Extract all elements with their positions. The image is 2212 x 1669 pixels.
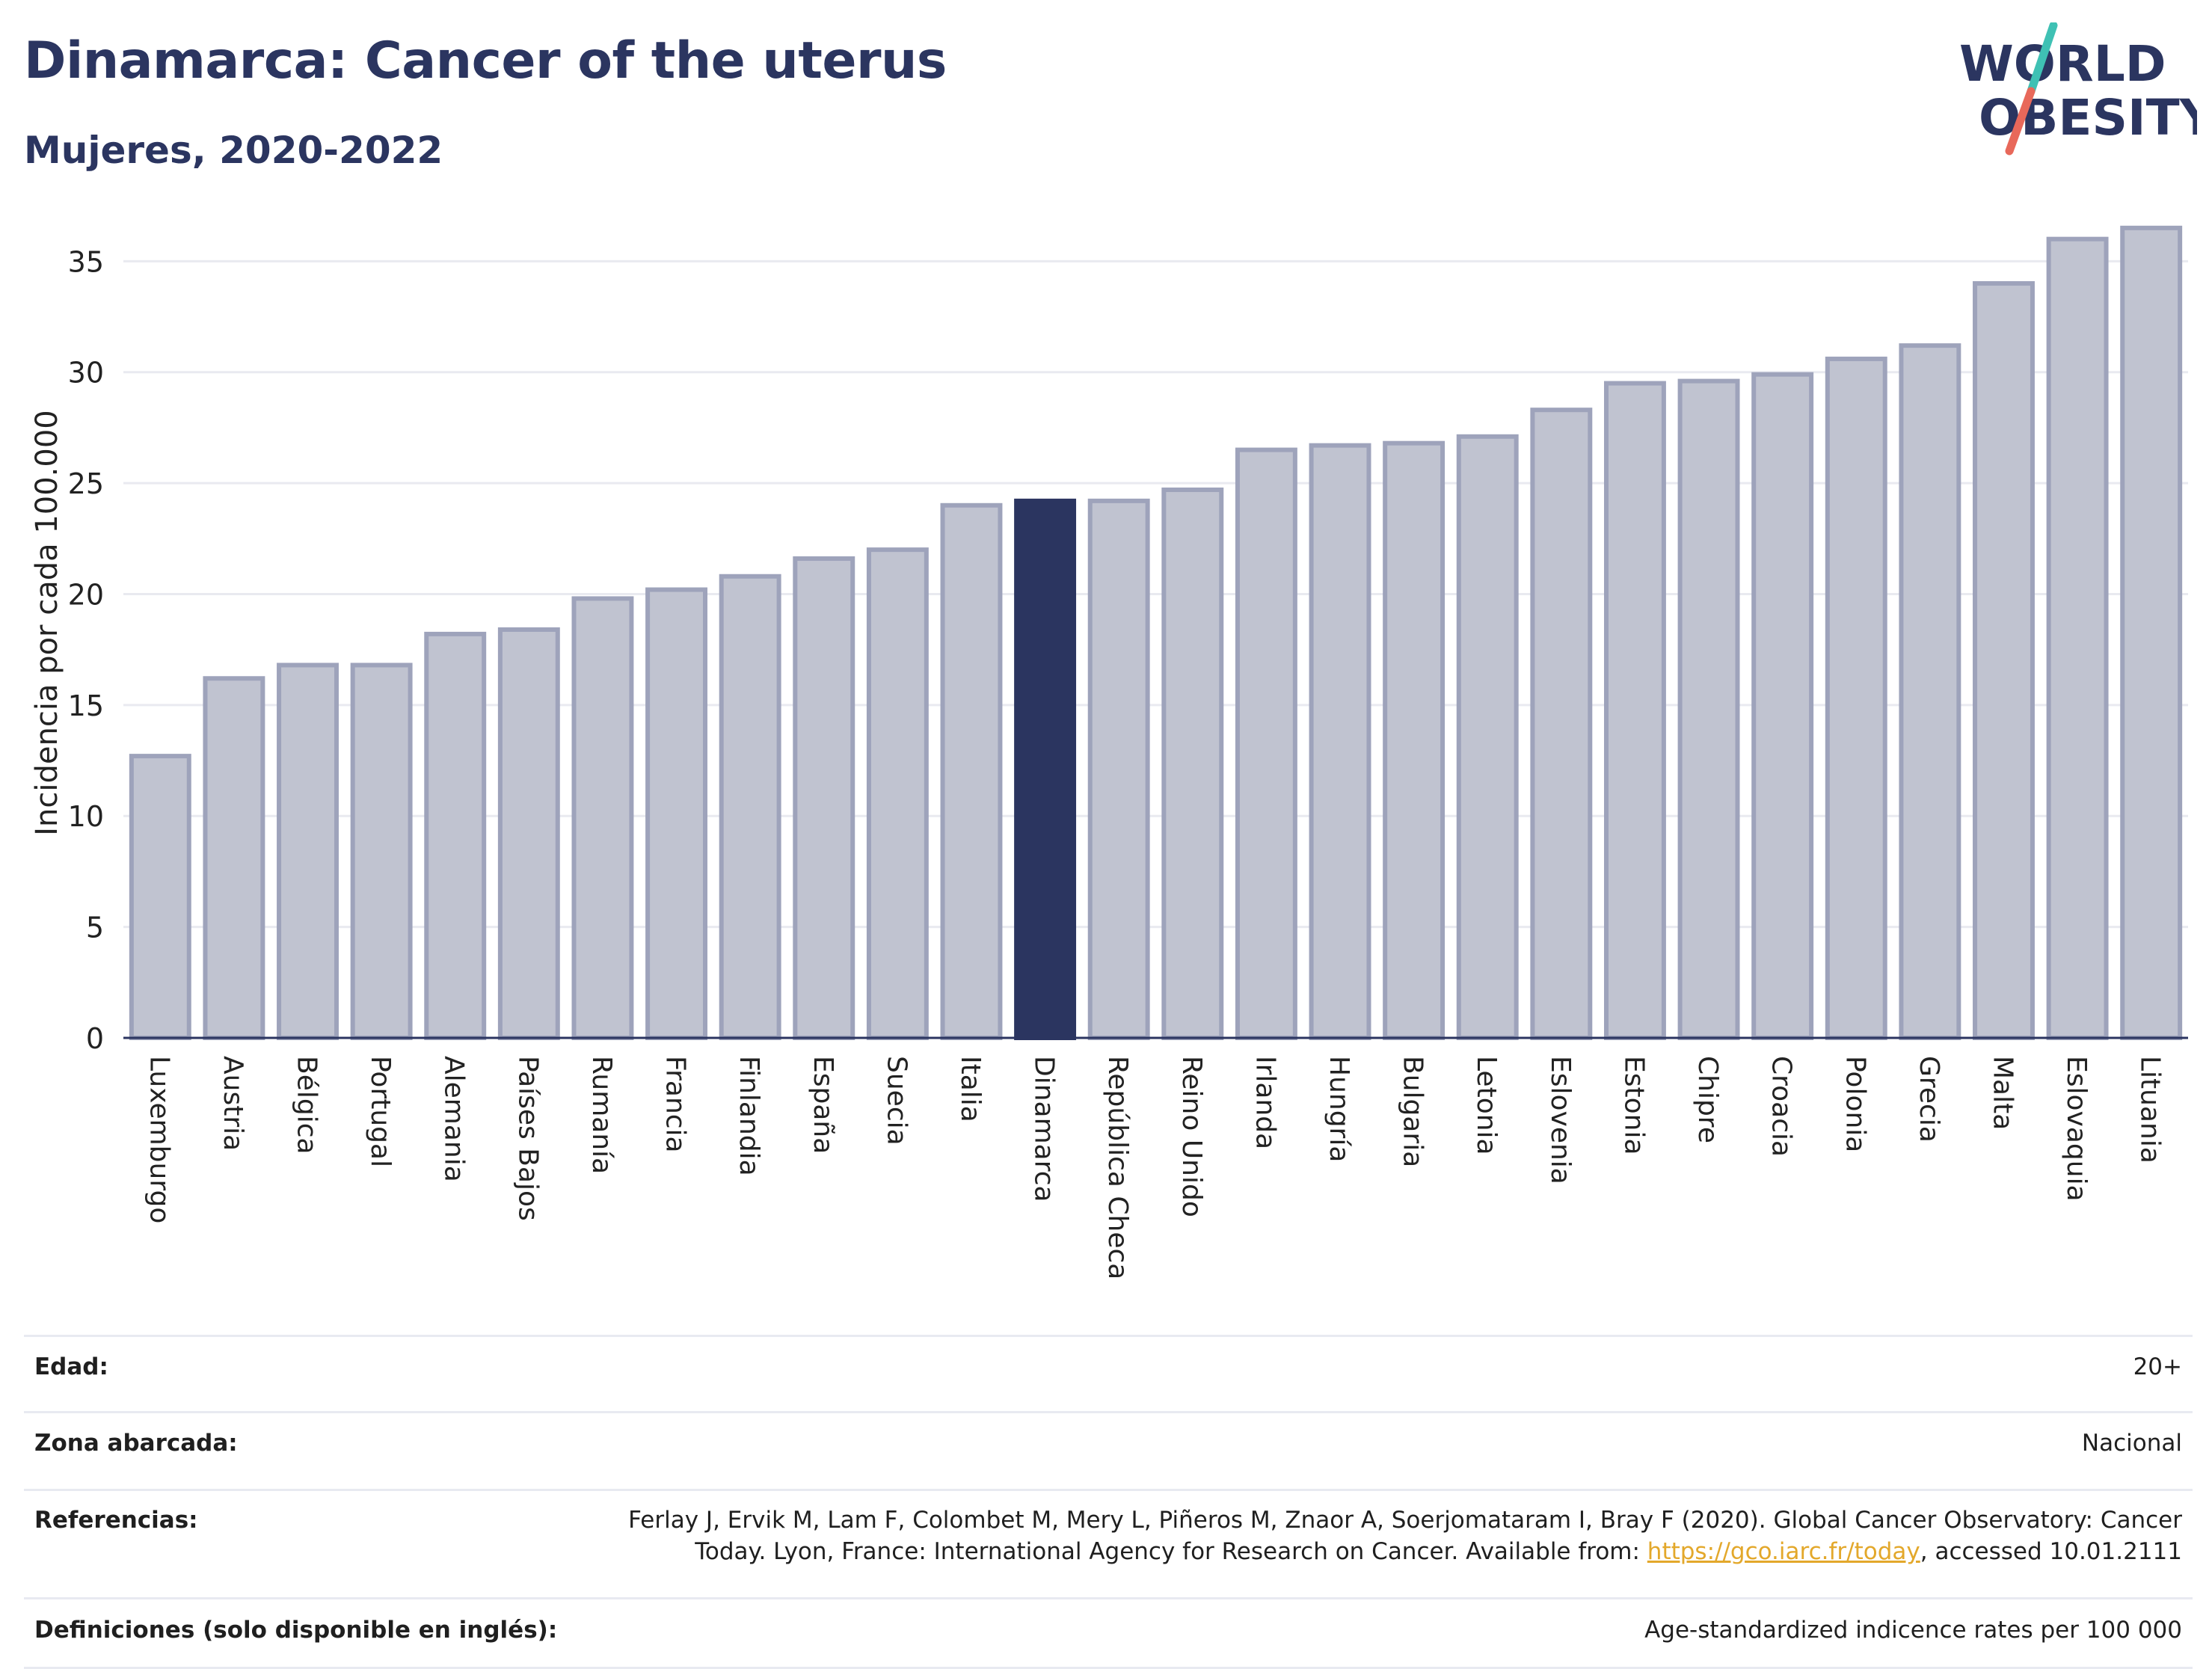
x-tick-label: Italia — [955, 1056, 986, 1122]
y-axis-label: Incidencia por cada 100.000 — [30, 410, 64, 836]
x-axis: Luxemburgo Austria Bélgica Portugal Alemania… — [123, 1036, 2188, 1279]
bar — [1603, 381, 1666, 1040]
bar — [424, 631, 487, 1040]
y-tick-label: 30 — [68, 357, 104, 390]
x-tick-label: Letonia — [1471, 1056, 1502, 1155]
info-row-definitions: Definiciones (solo disponible en inglés)… — [24, 1597, 2193, 1669]
world-obesity-logo: WORLD OBESITY — [1959, 22, 2197, 156]
age-label: Edad: — [34, 1353, 108, 1380]
x-tick-label: Chipre — [1692, 1056, 1723, 1143]
bar — [1825, 356, 1887, 1041]
x-tick-label: Hungría — [1324, 1056, 1354, 1162]
references-text-accessed: , accessed 10.01.2111 — [1920, 1538, 2182, 1565]
bar — [1973, 281, 2035, 1040]
references-link[interactable]: https://gco.iarc.fr/today — [1647, 1538, 1920, 1565]
x-tick-label: Lituania — [2135, 1056, 2166, 1164]
x-tick-label: Dinamarca — [1029, 1056, 1060, 1202]
references-text-line2: Today. Lyon, France: International Agenc… — [695, 1538, 1647, 1565]
x-tick-label: República Checa — [1102, 1056, 1133, 1279]
bar — [793, 556, 855, 1040]
bar-chart: 0 5 10 15 20 25 30 35 Luxemburgo Austria Bélgica P… — [30, 225, 2188, 1279]
x-tick-label: Bulgaria — [1398, 1056, 1428, 1167]
info-row-area: Zona abarcada: Nacional — [24, 1411, 2193, 1489]
bar — [1751, 372, 1814, 1040]
x-tick-label: Suecia — [881, 1056, 912, 1146]
age-value: 20+ — [2133, 1353, 2182, 1380]
bar — [1383, 440, 1446, 1040]
info-row-age: Edad: 20+ — [24, 1335, 2193, 1411]
bar — [203, 676, 265, 1040]
bar — [571, 596, 634, 1040]
x-tick-label: Países Bajos — [512, 1056, 543, 1221]
bar — [1456, 434, 1519, 1040]
bar — [940, 502, 1003, 1040]
x-tick-label: Austria — [218, 1056, 248, 1151]
references-label: Referencias: — [34, 1507, 198, 1534]
definitions-value: Age-standardized indicence rates per 100… — [1644, 1617, 2182, 1644]
bar — [1677, 378, 1740, 1041]
x-tick-label: Malta — [1987, 1056, 2018, 1130]
area-value: Nacional — [2081, 1430, 2182, 1457]
y-tick-label: 35 — [68, 245, 104, 278]
bar — [645, 587, 708, 1041]
references-text-line1: Ferlay J, Ervik M, Lam F, Colombet M, Me… — [628, 1507, 2182, 1534]
bar — [129, 754, 191, 1040]
bar — [1014, 498, 1077, 1041]
x-tick-label: Croacia — [1766, 1056, 1797, 1157]
logo-text-world: WORLD — [1959, 35, 2166, 93]
bar — [277, 663, 339, 1041]
x-tick-label: Estonia — [1618, 1056, 1649, 1155]
bar — [350, 663, 413, 1041]
x-tick-label: Irlanda — [1250, 1056, 1280, 1149]
x-tick-label: Rumanía — [586, 1056, 617, 1174]
info-row-references: Referencias: Ferlay J, Ervik M, Lam F, C… — [24, 1489, 2193, 1597]
logo-slash-bottom — [2005, 87, 2036, 156]
page-title: Dinamarca: Cancer of the uterus — [24, 31, 947, 90]
x-tick-label: Bélgica — [292, 1056, 322, 1155]
info-table: Edad: 20+ Zona abarcada: Nacional Refere… — [24, 1335, 2193, 1669]
x-tick-label: Francia — [660, 1056, 691, 1153]
definitions-label: Definiciones (solo disponible en inglés)… — [34, 1617, 558, 1644]
bar — [1530, 408, 1593, 1040]
x-tick-label: Alemania — [439, 1056, 470, 1182]
bar — [2120, 225, 2183, 1040]
bar — [866, 547, 929, 1040]
x-tick-label: Eslovaquia — [2061, 1056, 2092, 1202]
y-tick-label: 10 — [68, 800, 104, 833]
bar — [2046, 236, 2109, 1041]
page-subtitle: Mujeres, 2020-2022 — [24, 129, 443, 172]
y-tick-label: 25 — [68, 467, 104, 500]
bar — [1087, 498, 1150, 1041]
y-tick-label: 20 — [68, 578, 104, 611]
x-tick-label: España — [808, 1056, 838, 1154]
y-tick-label: 5 — [86, 912, 104, 944]
logo-slash-top — [2027, 22, 2058, 96]
bars — [129, 225, 2183, 1041]
x-tick-label: Luxemburgo — [144, 1056, 174, 1223]
bar — [1235, 447, 1297, 1040]
x-tick-label: Finlandia — [734, 1056, 764, 1176]
bar — [1161, 488, 1224, 1040]
x-tick-label: Portugal — [365, 1056, 396, 1167]
references-value: Ferlay J, Ervik M, Lam F, Colombet M, Me… — [628, 1504, 2193, 1567]
area-label: Zona abarcada: — [34, 1430, 238, 1457]
x-tick-label: Polonia — [1840, 1056, 1870, 1152]
bar — [497, 627, 560, 1040]
bar — [1899, 343, 1961, 1041]
y-axis: 0 5 10 15 20 25 30 35 — [68, 245, 104, 1055]
x-tick-label: Eslovenia — [1545, 1056, 1576, 1184]
bar — [719, 574, 781, 1040]
x-tick-label: Reino Unido — [1176, 1056, 1207, 1217]
y-tick-label: 15 — [68, 689, 104, 722]
x-tick-label: Grecia — [1914, 1056, 1944, 1143]
y-tick-label: 0 — [86, 1022, 104, 1055]
bar — [1309, 443, 1371, 1040]
